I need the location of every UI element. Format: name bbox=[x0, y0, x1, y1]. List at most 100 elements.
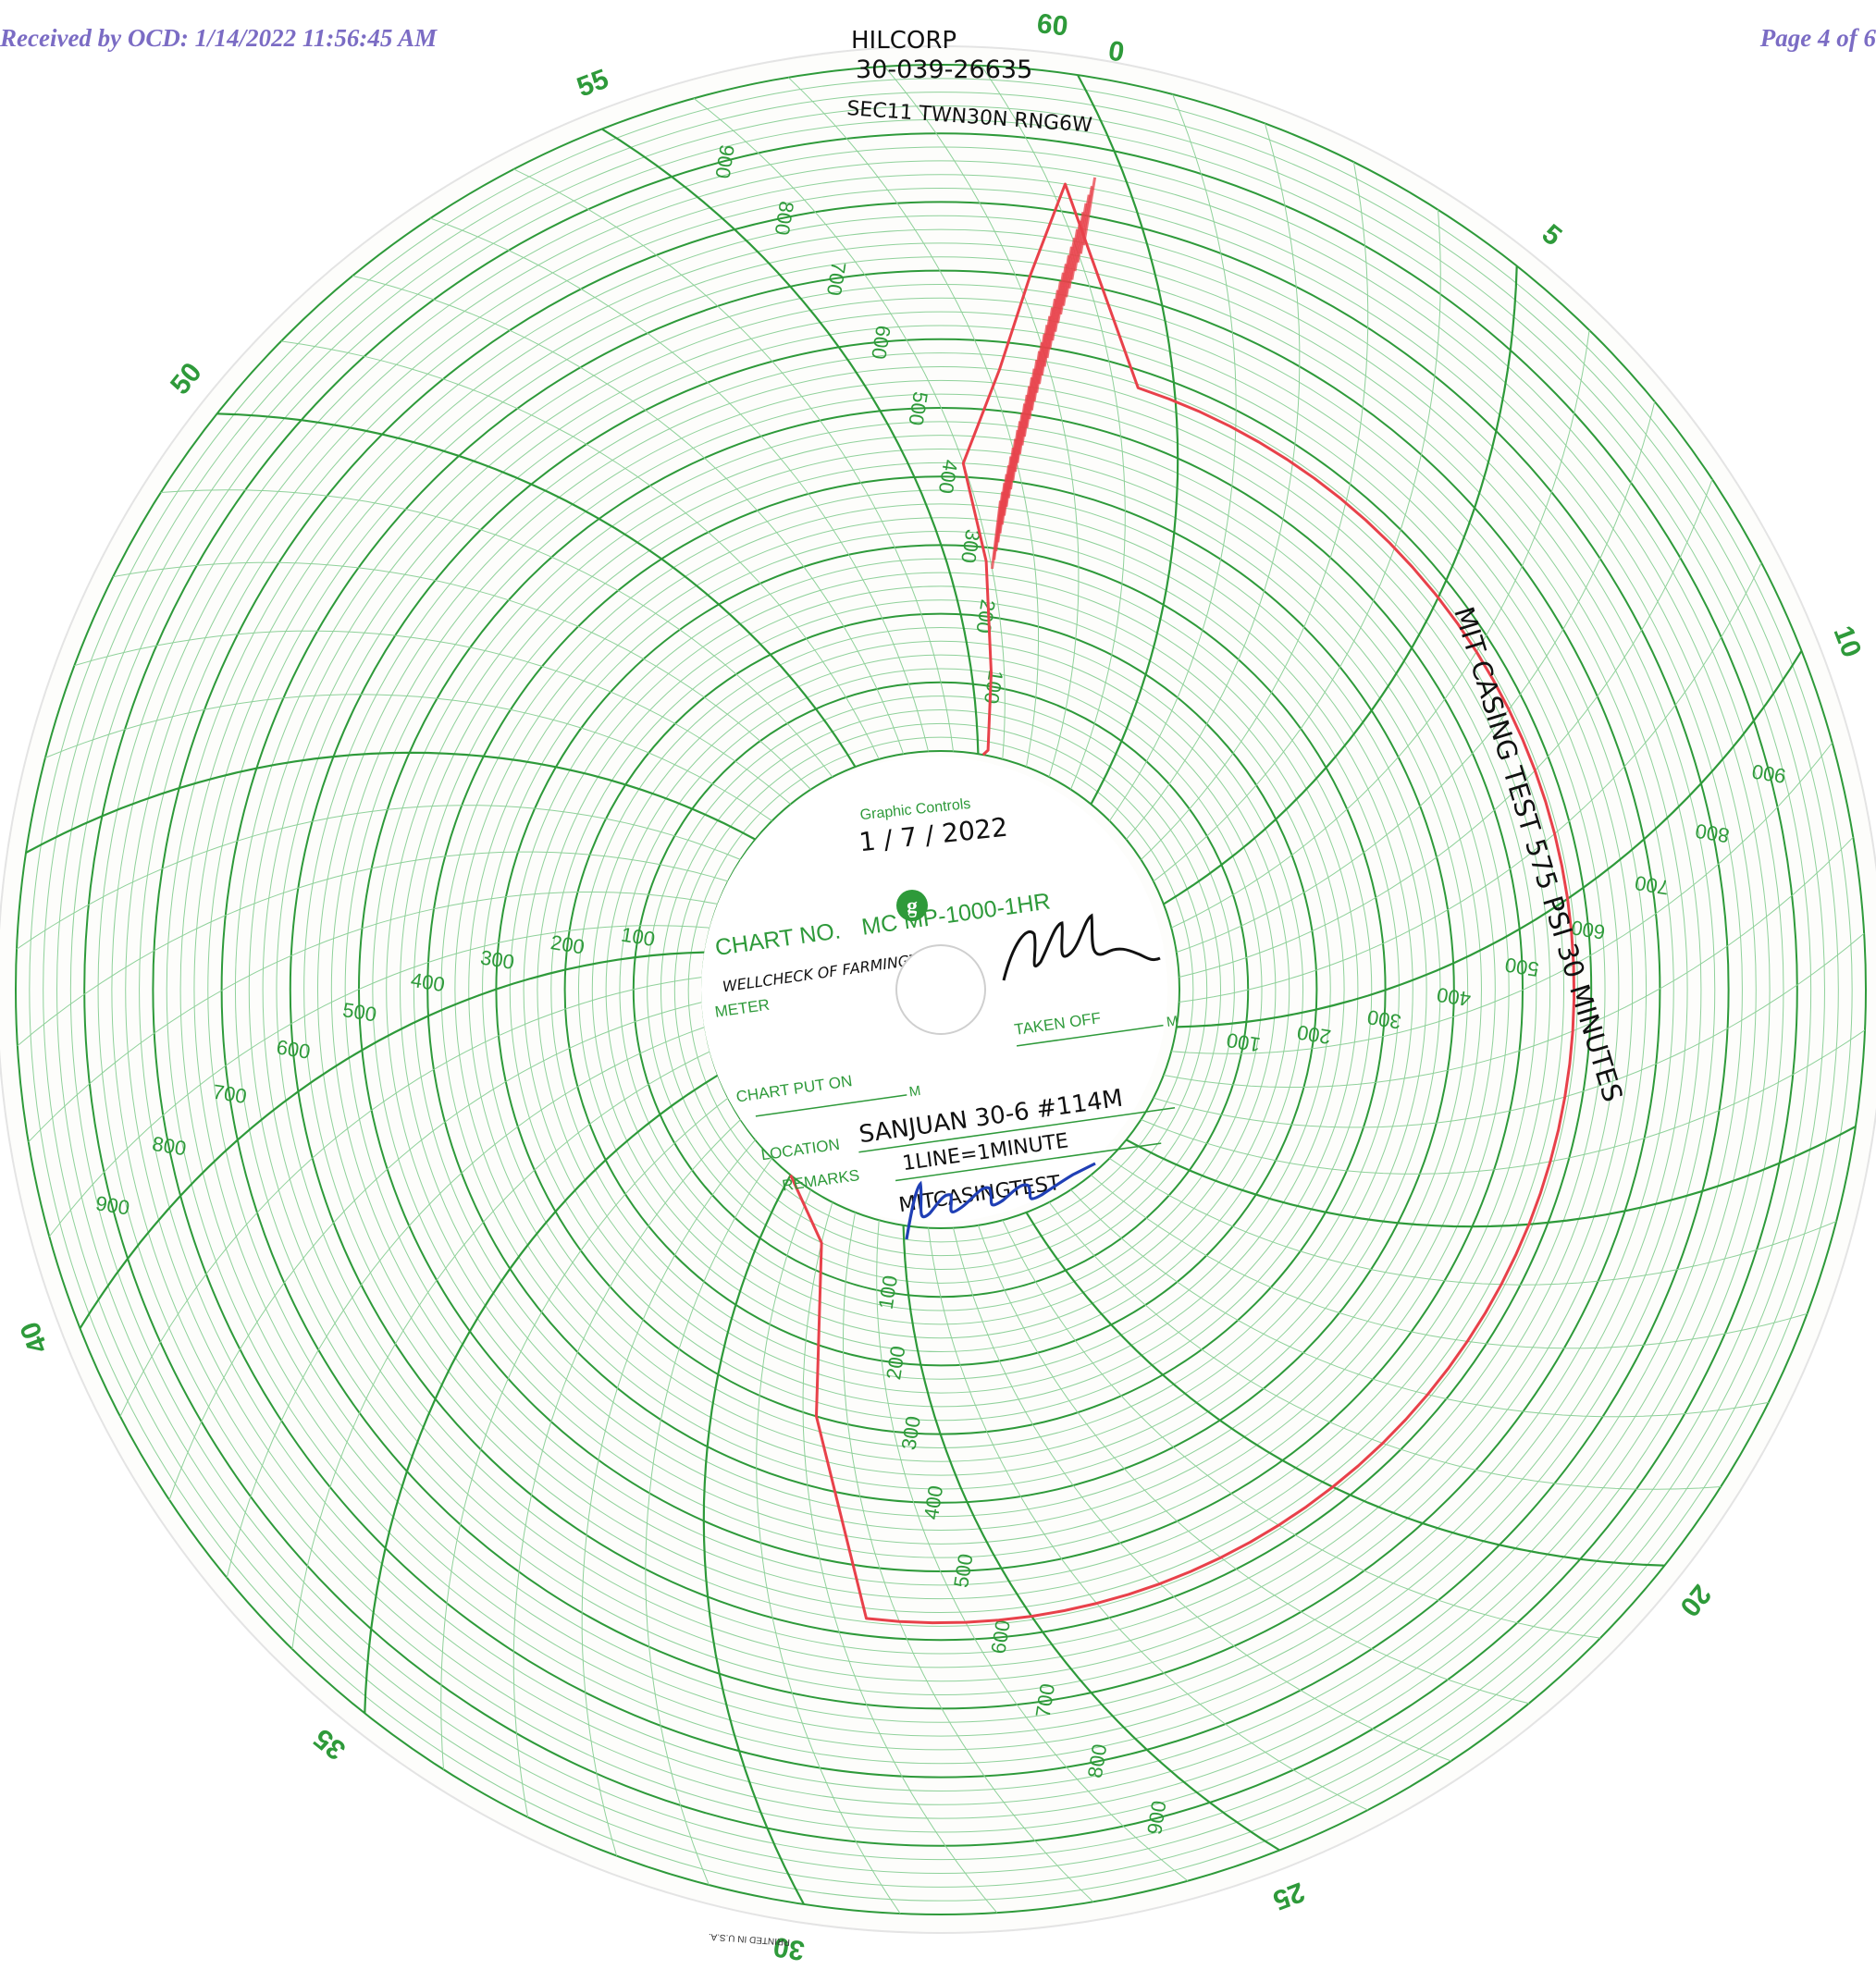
pressure-ring-minor bbox=[537, 585, 1345, 1394]
pressure-ring-minor bbox=[386, 435, 1496, 1545]
pressure-ring-major bbox=[152, 201, 1730, 1779]
time-line-minor bbox=[430, 217, 929, 752]
time-line-minor bbox=[168, 1002, 703, 1500]
pressure-ring-minor bbox=[316, 365, 1565, 1614]
pressure-tick-label: 200 bbox=[549, 930, 586, 958]
pressure-trace bbox=[789, 177, 1576, 1625]
time-line-major bbox=[216, 412, 857, 768]
time-line-minor bbox=[1170, 329, 1590, 929]
pressure-ring-minor bbox=[125, 174, 1757, 1805]
location-line bbox=[858, 1106, 1176, 1153]
pressure-ring-major bbox=[15, 64, 1867, 1915]
pressure-tick-label: 500 bbox=[904, 390, 932, 427]
pressure-tick-label: 500 bbox=[341, 998, 378, 1026]
pressure-ring-minor bbox=[262, 311, 1620, 1668]
pressure-ring-minor bbox=[454, 503, 1427, 1476]
pressure-ring-minor bbox=[673, 722, 1208, 1257]
pressure-ring-minor bbox=[56, 105, 1825, 1874]
time-line-minor bbox=[693, 97, 1006, 759]
taken-off-line bbox=[1016, 1024, 1164, 1047]
graphic-controls-logo bbox=[896, 890, 928, 921]
pressure-scale-labels: 100 200 300 400 500 600 700 800 900 100 200 300 400 5… bbox=[94, 143, 1788, 1837]
time-grid-arcs bbox=[16, 65, 1866, 1914]
time-line-minor bbox=[48, 925, 710, 1237]
note-api-number: 30-039-26635 bbox=[856, 55, 1032, 84]
pressure-ring-minor bbox=[591, 640, 1290, 1339]
time-line-major bbox=[1125, 1126, 1857, 1228]
witness-signature bbox=[905, 1162, 1096, 1240]
trace-smear bbox=[1065, 228, 1080, 298]
pressure-tick-label: 700 bbox=[1634, 871, 1671, 899]
minute-label: 10 bbox=[1827, 622, 1867, 661]
time-line-minor bbox=[977, 1225, 1530, 1705]
pressure-tick-label: 400 bbox=[919, 1483, 947, 1520]
remarks-line bbox=[895, 1142, 1162, 1182]
time-line-minor bbox=[1153, 932, 1865, 1128]
time-line-minor bbox=[1002, 1219, 1601, 1639]
time-line-major bbox=[25, 751, 757, 854]
minute-label: 40 bbox=[15, 1318, 55, 1358]
pressure-ring-minor bbox=[413, 462, 1469, 1518]
pressure-ring-minor bbox=[400, 449, 1482, 1531]
time-line-minor bbox=[1070, 1189, 1769, 1418]
pressure-ring-minor bbox=[43, 92, 1839, 1888]
trace-line bbox=[789, 182, 1576, 1625]
pressure-tick-label: 600 bbox=[1570, 916, 1607, 943]
pressure-ring-minor bbox=[29, 78, 1853, 1902]
time-line-minor bbox=[883, 66, 1080, 778]
pressure-tick-label: 800 bbox=[1083, 1742, 1111, 1779]
pressure-ring-minor bbox=[619, 668, 1263, 1311]
pressure-ring-major bbox=[289, 338, 1593, 1642]
pressure-tick-label: 600 bbox=[867, 324, 895, 361]
pressure-ring-minor bbox=[69, 118, 1812, 1861]
pressure-ring-minor bbox=[577, 626, 1304, 1353]
time-line-minor bbox=[74, 630, 791, 805]
time-line-minor bbox=[28, 892, 719, 1143]
pressure-tick-label: 600 bbox=[275, 1035, 312, 1063]
pressure-ring-minor bbox=[234, 283, 1648, 1696]
time-line-minor bbox=[981, 65, 1126, 790]
pressure-tick-label: 200 bbox=[971, 597, 999, 634]
pressure-ring-minor bbox=[303, 352, 1578, 1627]
minute-label: 35 bbox=[308, 1722, 352, 1766]
taken-off-m: M bbox=[1166, 1013, 1179, 1030]
pressure-ring-minor bbox=[687, 736, 1194, 1243]
pressure-tick-label: 700 bbox=[822, 260, 850, 297]
minute-label: 0 bbox=[1106, 35, 1127, 68]
pressure-tick-label: 900 bbox=[94, 1191, 131, 1219]
trace-smear bbox=[1062, 238, 1076, 306]
pressure-tick-label: 400 bbox=[409, 968, 446, 996]
pressure-tick-label: 500 bbox=[1503, 953, 1540, 980]
spindle-hole bbox=[895, 944, 986, 1035]
pressure-tick-label: 300 bbox=[1365, 1005, 1402, 1033]
time-line-minor bbox=[843, 1212, 1094, 1902]
pressure-ring-minor bbox=[139, 188, 1743, 1791]
chart-put-on-m: M bbox=[908, 1083, 922, 1101]
pressure-ring-minor bbox=[482, 531, 1400, 1448]
pressure-ring-minor bbox=[248, 297, 1634, 1682]
pressure-ring-minor bbox=[509, 558, 1373, 1422]
time-line-minor bbox=[1176, 400, 1656, 954]
time-line-minor bbox=[119, 977, 703, 1417]
logo-letter: g bbox=[907, 894, 918, 918]
time-line-minor bbox=[17, 851, 729, 1047]
pressure-ring-minor bbox=[179, 228, 1702, 1751]
time-line-major bbox=[364, 1074, 719, 1714]
trace-smear bbox=[1070, 211, 1085, 280]
pressure-ring-minor bbox=[468, 517, 1413, 1462]
time-line-minor bbox=[1126, 123, 1301, 840]
time-line-major bbox=[902, 1225, 1280, 1852]
time-line-minor bbox=[953, 1227, 1451, 1762]
trace-smear bbox=[1079, 185, 1093, 254]
time-line-minor bbox=[756, 1189, 901, 1914]
pressure-ring-minor bbox=[372, 421, 1510, 1558]
time-line-major bbox=[1163, 265, 1518, 905]
pressure-ring-minor bbox=[523, 572, 1359, 1408]
time-line-minor bbox=[876, 1220, 1189, 1882]
time-line-minor bbox=[645, 1158, 773, 1886]
pressure-ring-major bbox=[426, 475, 1455, 1504]
time-line-minor bbox=[1109, 1157, 1837, 1286]
time-line-minor bbox=[802, 1201, 998, 1914]
time-line-minor bbox=[1179, 479, 1713, 978]
time-line-minor bbox=[352, 275, 905, 755]
